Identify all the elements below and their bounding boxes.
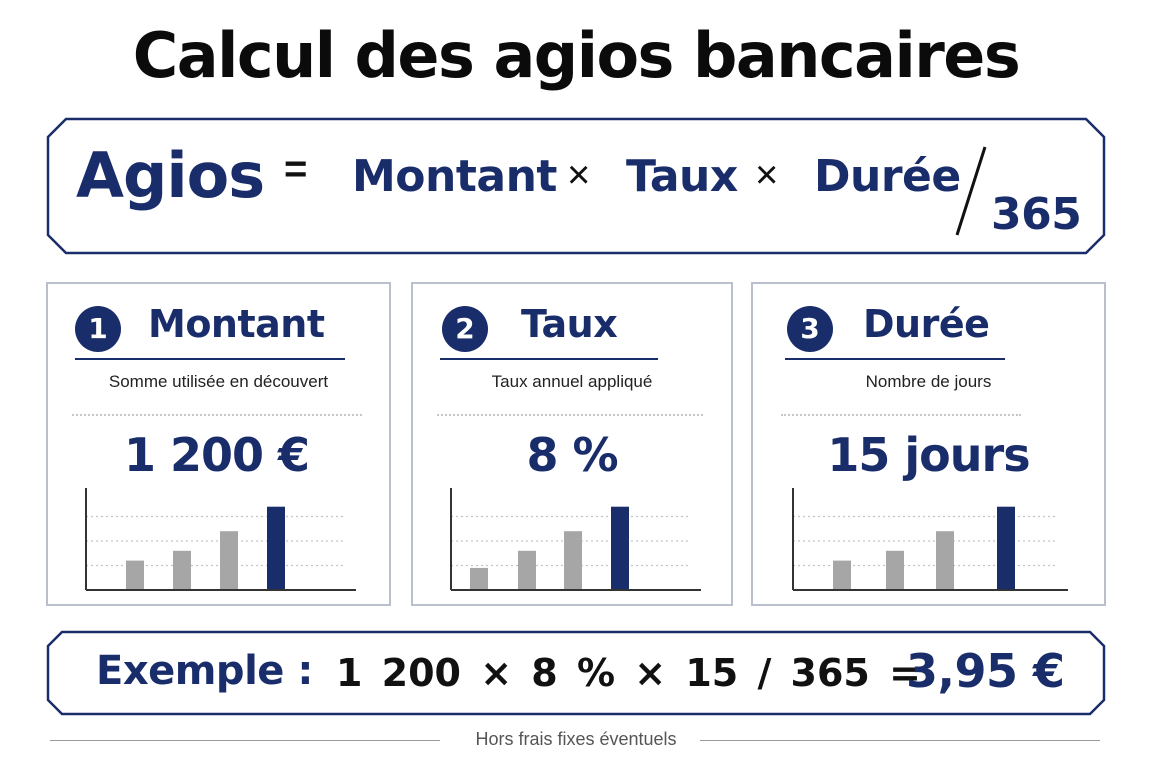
mini-bar-chart (85, 488, 356, 591)
chart-bar (126, 560, 144, 590)
card-value: 8 % (526, 428, 618, 482)
card-value: 1 200 € (123, 428, 310, 482)
step-number-badge: 2 (442, 306, 488, 352)
footer-note: Hors frais fixes éventuels (475, 729, 677, 749)
chart-bar (267, 506, 285, 590)
formula-multiply: × (755, 153, 779, 197)
example-label: Exemple : (96, 648, 313, 694)
formula-term-taux: Taux (626, 151, 738, 202)
example-box: Exemple : 1 200 × 8 % × 15 / 365 = 3,95 … (46, 630, 1106, 716)
formula-term-duree: Durée (814, 151, 961, 202)
chart-bar (564, 531, 582, 590)
chart-bar (936, 531, 954, 590)
card-title: Taux (521, 302, 618, 346)
dotted-divider (437, 414, 703, 416)
step-number-badge: 3 (787, 306, 833, 352)
formula-result: Agios (76, 139, 265, 212)
card-title: Durée (863, 302, 990, 346)
title-underline (785, 358, 1005, 360)
step-number-badge: 1 (75, 306, 121, 352)
formula-box: Agios = Montant × Taux × Durée 365 (46, 117, 1106, 255)
formula-equals: = (284, 147, 308, 191)
chart-bar (470, 567, 488, 590)
page-title: Calcul des agios bancaires (132, 19, 1021, 92)
card-subtitle: Nombre de jours (865, 372, 992, 391)
formula-multiply: × (567, 153, 591, 197)
mini-bar-chart (450, 488, 701, 591)
card-subtitle: Taux annuel appliqué (491, 372, 653, 391)
mini-bar-chart (792, 488, 1068, 591)
formula-term-montant: Montant (352, 151, 557, 202)
chart-bar (997, 506, 1015, 590)
example-result: 3,95 € (906, 644, 1065, 698)
dotted-divider (781, 414, 1021, 416)
card-title: Montant (148, 302, 325, 346)
formula-divisor: 365 (991, 189, 1082, 240)
footer-divider-right (700, 740, 1100, 741)
chart-bar (611, 506, 629, 590)
dotted-divider (72, 414, 362, 416)
chart-bar (220, 531, 238, 590)
fraction-slash (955, 146, 987, 236)
card-duree: 3 Durée Nombre de jours 15 jours (751, 282, 1106, 606)
chart-bar (886, 550, 904, 590)
card-value: 15 jours (827, 428, 1030, 482)
footer-divider-left (50, 740, 440, 741)
card-montant: 1 Montant Somme utilisée en découvert 1 … (46, 282, 391, 606)
card-subtitle: Somme utilisée en découvert (108, 372, 329, 391)
card-taux: 2 Taux Taux annuel appliqué 8 % (411, 282, 733, 606)
chart-bar (173, 550, 191, 590)
title-underline (75, 358, 345, 360)
chart-bar (518, 550, 536, 590)
title-underline (440, 358, 658, 360)
example-expression: 1 200 × 8 % × 15 / 365 = (336, 651, 921, 695)
chart-bar (833, 560, 851, 590)
